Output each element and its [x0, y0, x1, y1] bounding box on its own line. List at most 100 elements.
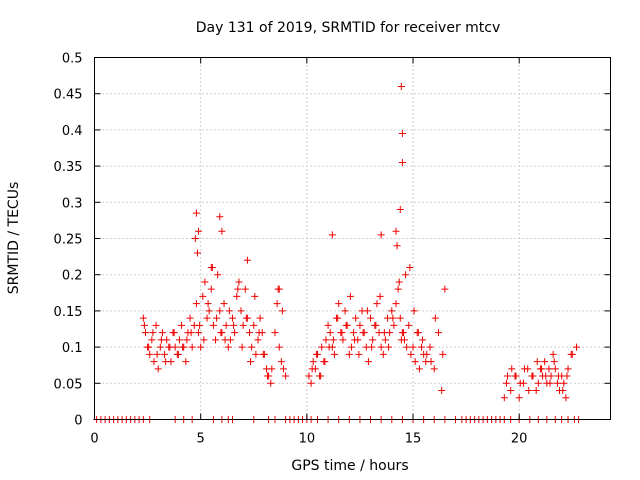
data-point [271, 329, 279, 337]
data-point [379, 350, 387, 358]
data-point [377, 231, 385, 239]
data-point [191, 235, 199, 242]
data-point [267, 379, 275, 387]
data-point [342, 321, 350, 329]
data-point [305, 372, 313, 380]
data-point [187, 329, 195, 337]
data-point [243, 256, 251, 264]
data-point [392, 227, 400, 235]
y-tick-label: 0.1 [62, 341, 83, 356]
data-point [541, 358, 549, 366]
data-point [153, 350, 161, 358]
data-point [247, 358, 255, 366]
data-point [345, 350, 353, 358]
data-point [515, 394, 523, 402]
data-point [377, 343, 385, 351]
data-point [279, 365, 287, 373]
y-axis-ticks: 0 0.05 0.1 0.15 0.2 0.25 0.3 0.35 0.4 0.45 0.5 [54, 52, 611, 429]
data-point [398, 130, 406, 138]
data-point [196, 321, 204, 329]
data-point [550, 358, 558, 366]
data-point [235, 278, 243, 286]
data-point [195, 227, 203, 235]
data-point [217, 329, 225, 337]
data-point [192, 209, 200, 217]
data-point [537, 365, 545, 373]
y-tick-label: 0.2 [62, 269, 83, 284]
data-point [549, 350, 557, 358]
data-point [346, 292, 354, 300]
y-tick-label: 0 [74, 414, 82, 429]
data-point [175, 336, 183, 344]
data-point [322, 336, 330, 344]
data-point [248, 343, 256, 351]
data-point [328, 231, 336, 239]
data-point [439, 350, 447, 358]
data-point [307, 379, 315, 387]
data-point [233, 292, 241, 300]
data-point [237, 307, 245, 315]
x-axis-label: GPS time / hours [291, 458, 408, 474]
data-point [250, 321, 258, 329]
y-tick-label: 0.3 [62, 196, 83, 211]
data-point [534, 379, 542, 387]
data-point [388, 307, 396, 315]
data-point [419, 336, 427, 344]
data-point [508, 365, 516, 373]
data-point [317, 372, 325, 380]
data-point [392, 300, 400, 308]
data-point [170, 329, 178, 337]
data-point [154, 365, 162, 373]
data-point [282, 372, 290, 380]
data-point [507, 387, 515, 395]
chart-title: Day 131 of 2019, SRMTID for receiver mtc… [196, 20, 501, 36]
data-point [385, 343, 393, 351]
data-point [221, 336, 229, 344]
data-point [334, 314, 342, 322]
data-point [389, 314, 397, 322]
data-point [207, 263, 215, 271]
data-point [199, 292, 207, 300]
y-tick-label: 0.05 [54, 377, 83, 392]
data-point [338, 329, 346, 337]
data-point [275, 285, 283, 293]
data-point [256, 314, 264, 322]
data-point [146, 350, 154, 358]
y-axis-label: SRMTID / TECUs [6, 182, 22, 295]
data-point [220, 300, 228, 308]
data-point [275, 343, 283, 351]
data-point [516, 379, 524, 387]
data-point [430, 365, 438, 373]
data-point [318, 343, 326, 351]
data-point [427, 358, 435, 366]
data-points [139, 82, 581, 402]
data-point [321, 358, 329, 366]
data-point [546, 379, 554, 387]
data-point [152, 321, 160, 329]
data-point [238, 343, 246, 351]
x-tick-label: 15 [405, 432, 422, 447]
data-point [242, 314, 250, 322]
data-point [277, 358, 285, 366]
data-point [140, 321, 148, 329]
data-point [212, 336, 220, 344]
data-point [156, 343, 164, 351]
data-point [352, 314, 360, 322]
x-tick-label: 20 [511, 432, 528, 447]
data-point [521, 365, 528, 373]
data-point [246, 329, 254, 337]
data-point [407, 350, 415, 358]
data-point [560, 379, 568, 387]
data-point [252, 350, 260, 358]
data-point [197, 343, 205, 351]
data-point [406, 263, 414, 271]
data-point [380, 329, 388, 337]
data-point [254, 336, 262, 344]
data-point [512, 372, 520, 380]
y-tick-label: 0.5 [62, 52, 83, 67]
data-point [409, 343, 417, 351]
data-point [207, 285, 215, 293]
data-point [502, 379, 510, 387]
data-point [201, 278, 209, 286]
data-point [231, 329, 239, 337]
